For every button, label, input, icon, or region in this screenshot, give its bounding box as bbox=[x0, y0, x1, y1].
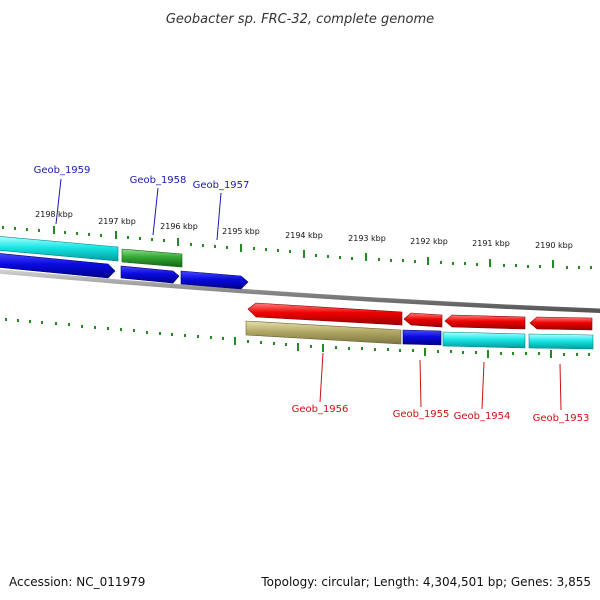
feature-geob-1954[interactable] bbox=[442, 331, 526, 349]
gene-label[interactable]: Geob_1958 bbox=[130, 175, 187, 186]
gene-label[interactable]: Geob_1953 bbox=[533, 413, 590, 424]
label-leaders bbox=[55, 178, 562, 411]
feature-geob-1955[interactable] bbox=[402, 329, 442, 346]
gene-label[interactable]: Geob_1954 bbox=[454, 411, 511, 422]
feature-geob-1953[interactable] bbox=[528, 333, 594, 350]
tick-label: 2193 kbp bbox=[348, 234, 386, 243]
feature-cyan-left[interactable] bbox=[0, 236, 119, 262]
gene-label[interactable]: Geob_1955 bbox=[393, 409, 450, 420]
genome-summary-text: Topology: circular; Length: 4,304,501 bp… bbox=[260, 575, 591, 589]
gene-label[interactable]: Geob_1959 bbox=[34, 165, 91, 176]
gene-label[interactable]: Geob_1957 bbox=[193, 180, 250, 191]
tick-label: 2192 kbp bbox=[410, 237, 448, 246]
feature-geob-1959[interactable] bbox=[0, 253, 116, 279]
outer-tick-track bbox=[2, 226, 592, 269]
tick-label: 2196 kbp bbox=[160, 222, 198, 231]
tick-label: 2191 kbp bbox=[472, 239, 510, 248]
feature-geob-1955-red[interactable] bbox=[403, 312, 443, 328]
feature-geob-1953-red[interactable] bbox=[529, 316, 593, 331]
tick-label: 2198 kbp bbox=[35, 210, 73, 219]
inner-tick-track bbox=[5, 318, 590, 358]
accession-text: Accession: NC_011979 bbox=[9, 575, 145, 589]
reverse-features bbox=[245, 302, 594, 350]
gene-labels: Geob_1959 Geob_1958 Geob_1957 Geob_1956 … bbox=[34, 165, 590, 424]
tick-labels: 2198 kbp 2197 kbp 2196 kbp 2195 kbp 2194… bbox=[35, 210, 573, 250]
tick-label: 2195 kbp bbox=[222, 227, 260, 236]
feature-geob-1954-red[interactable] bbox=[444, 314, 526, 330]
feature-geob-1958[interactable] bbox=[121, 248, 183, 268]
gene-label[interactable]: Geob_1956 bbox=[292, 404, 349, 415]
map-title: Geobacter sp. FRC-32, complete genome bbox=[166, 12, 434, 27]
feature-geob-1956-red[interactable] bbox=[247, 302, 403, 326]
feature-geob-1957-left[interactable] bbox=[120, 265, 180, 284]
forward-features bbox=[0, 236, 249, 290]
tick-label: 2197 kbp bbox=[98, 217, 136, 226]
tick-label: 2190 kbp bbox=[535, 241, 573, 250]
genome-backbone bbox=[0, 269, 600, 314]
tick-label: 2194 kbp bbox=[285, 231, 323, 240]
feature-geob-1956[interactable] bbox=[245, 320, 402, 345]
feature-geob-1957-right[interactable] bbox=[180, 270, 249, 290]
